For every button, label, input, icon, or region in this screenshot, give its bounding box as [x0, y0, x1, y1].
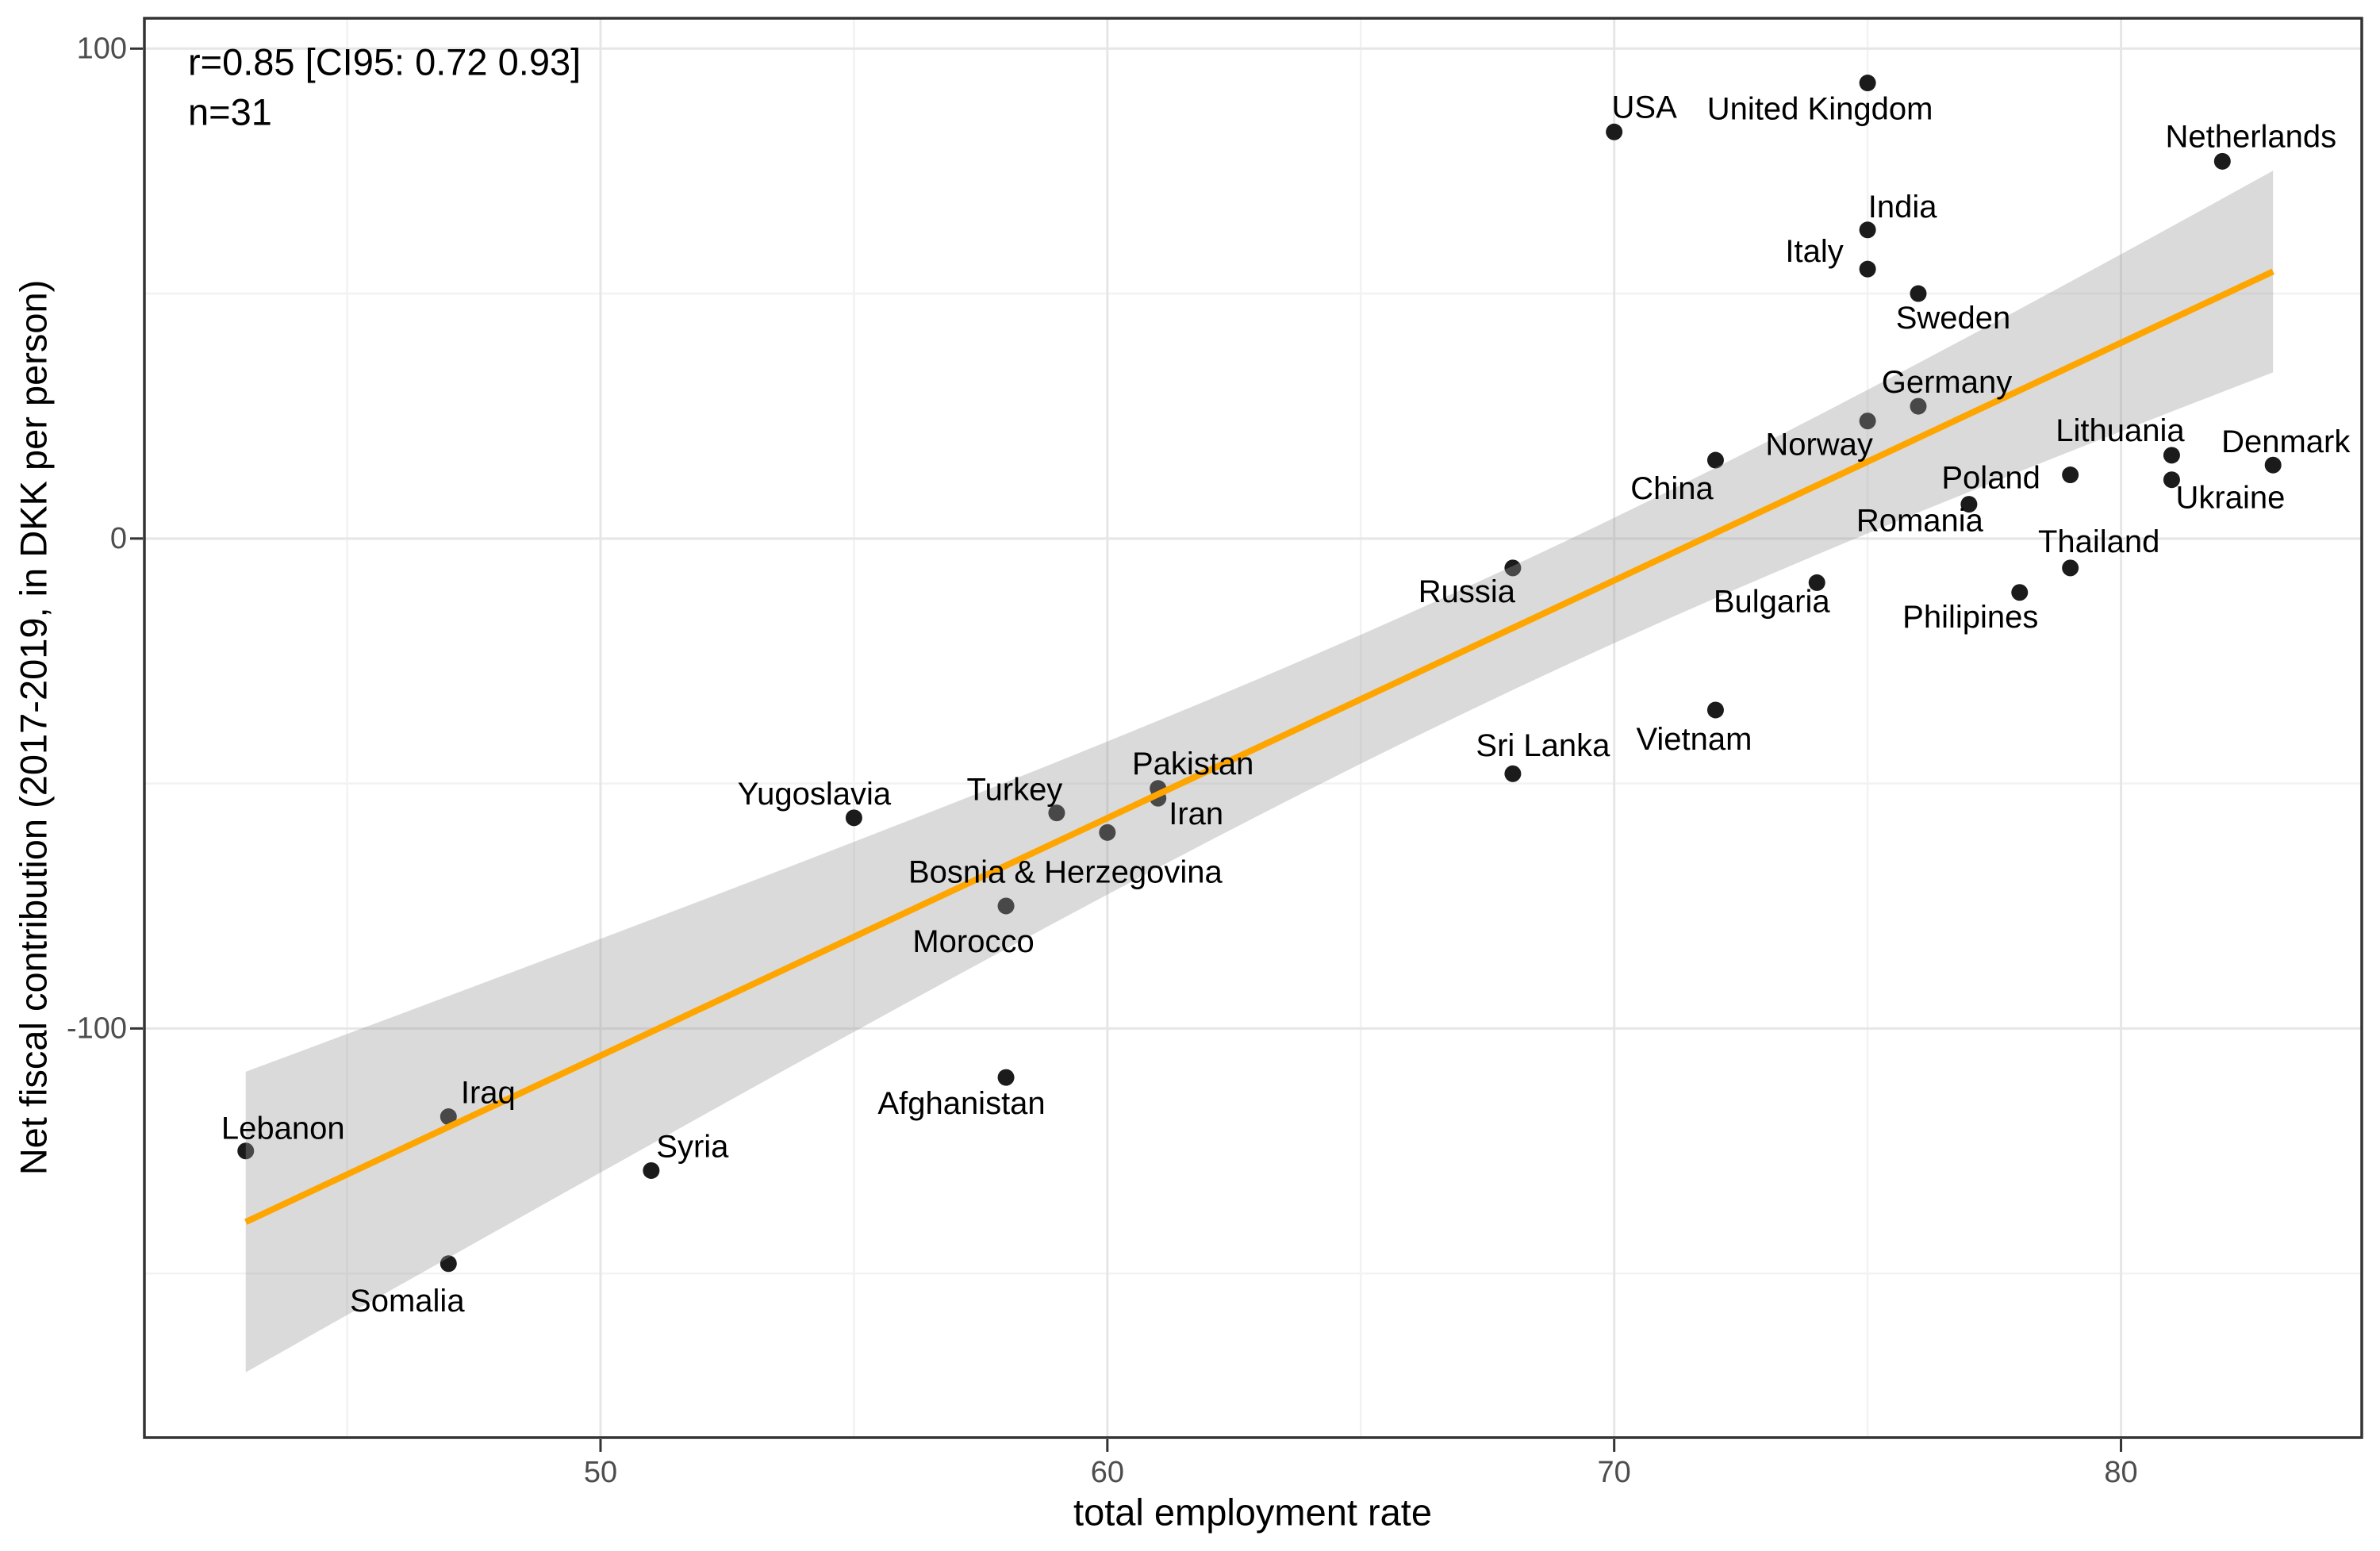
point-bulgaria [1808, 574, 1825, 591]
point-thailand [2062, 559, 2079, 577]
x-tick-label-50: 50 [584, 1456, 617, 1489]
point-united-kingdom [1859, 75, 1876, 92]
point-morocco [997, 897, 1015, 915]
point-india [1859, 221, 1876, 239]
point-china [1706, 451, 1724, 469]
label-usa: USA [1612, 90, 1678, 125]
y-tick-label-0: 0 [110, 522, 127, 555]
point-yugoslavia [845, 809, 862, 827]
label-denmark: Denmark [2221, 424, 2351, 459]
point-afghanistan [997, 1069, 1015, 1086]
label-russia: Russia [1418, 574, 1516, 609]
y-tick-label--100: -100 [67, 1012, 127, 1045]
label-china: China [1630, 471, 1714, 506]
point-usa [1606, 123, 1623, 140]
regression-line [244, 268, 2274, 1225]
point-vietnam [1706, 701, 1724, 719]
point-bosnia-herzegovina [1099, 823, 1116, 841]
label-poland: Poland [1941, 461, 2040, 496]
point-russia [1504, 559, 1522, 577]
point-poland [2062, 466, 2079, 484]
point-iraq [440, 1108, 457, 1126]
point-sri-lanka [1504, 765, 1522, 782]
label-philipines: Philipines [1902, 600, 2038, 635]
y-tick-label-100: 100 [77, 32, 127, 65]
label-bosnia-herzegovina: Bosnia & Herzegovina [908, 854, 1223, 889]
label-ukraine: Ukraine [2176, 481, 2286, 516]
point-netherlands [2213, 152, 2231, 170]
panel-border [143, 17, 2363, 1439]
x-tick-label-60: 60 [1091, 1456, 1124, 1489]
point-sweden [1910, 285, 1927, 302]
label-india: India [1868, 190, 1937, 225]
label-afghanistan: Afghanistan [877, 1086, 1045, 1121]
x-tick-label-80: 80 [2104, 1456, 2137, 1489]
point-denmark [2264, 456, 2282, 474]
label-syria: Syria [656, 1129, 729, 1164]
label-germany: Germany [1882, 365, 2013, 400]
confidence-band [245, 171, 2274, 1372]
label-turkey: Turkey [967, 773, 1063, 808]
label-united-kingdom: United Kingdom [1707, 92, 1933, 127]
label-italy: Italy [1785, 234, 1843, 269]
label-lithuania: Lithuania [2056, 413, 2185, 448]
label-thailand: Thailand [2038, 524, 2159, 559]
point-turkey [1048, 804, 1065, 822]
label-netherlands: Netherlands [2165, 119, 2336, 154]
label-yugoslavia: Yugoslavia [738, 777, 892, 812]
x-tick-label-70: 70 [1598, 1456, 1631, 1489]
label-iran: Iran [1169, 797, 1223, 831]
label-somalia: Somalia [350, 1284, 465, 1319]
point-romania [1960, 496, 1978, 513]
annotation-n: n=31 [188, 91, 272, 133]
label-bulgaria: Bulgaria [1714, 584, 1831, 619]
label-sri-lanka: Sri Lanka [1476, 728, 1610, 763]
point-lithuania [2163, 447, 2180, 464]
label-sweden: Sweden [1896, 301, 2011, 336]
label-pakistan: Pakistan [1132, 747, 1253, 781]
label-vietnam: Vietnam [1636, 722, 1752, 757]
point-syria [643, 1161, 660, 1179]
x-axis-title: total employment rate [1073, 1491, 1432, 1534]
label-iraq: Iraq [461, 1076, 516, 1111]
label-morocco: Morocco [912, 924, 1034, 959]
label-norway: Norway [1765, 428, 1873, 463]
point-italy [1859, 260, 1876, 278]
y-axis-title: Net fiscal contribution (2017-2019, in D… [13, 280, 55, 1176]
label-lebanon: Lebanon [221, 1111, 345, 1146]
point-philipines [2011, 584, 2029, 601]
point-ukraine [2163, 471, 2180, 489]
label-romania: Romania [1856, 504, 1984, 539]
point-somalia [440, 1255, 457, 1273]
point-lebanon [237, 1142, 255, 1160]
point-germany [1910, 397, 1927, 415]
point-norway [1859, 413, 1876, 430]
annotation-correlation: r=0.85 [CI95: 0.72 0.93] [188, 41, 581, 83]
